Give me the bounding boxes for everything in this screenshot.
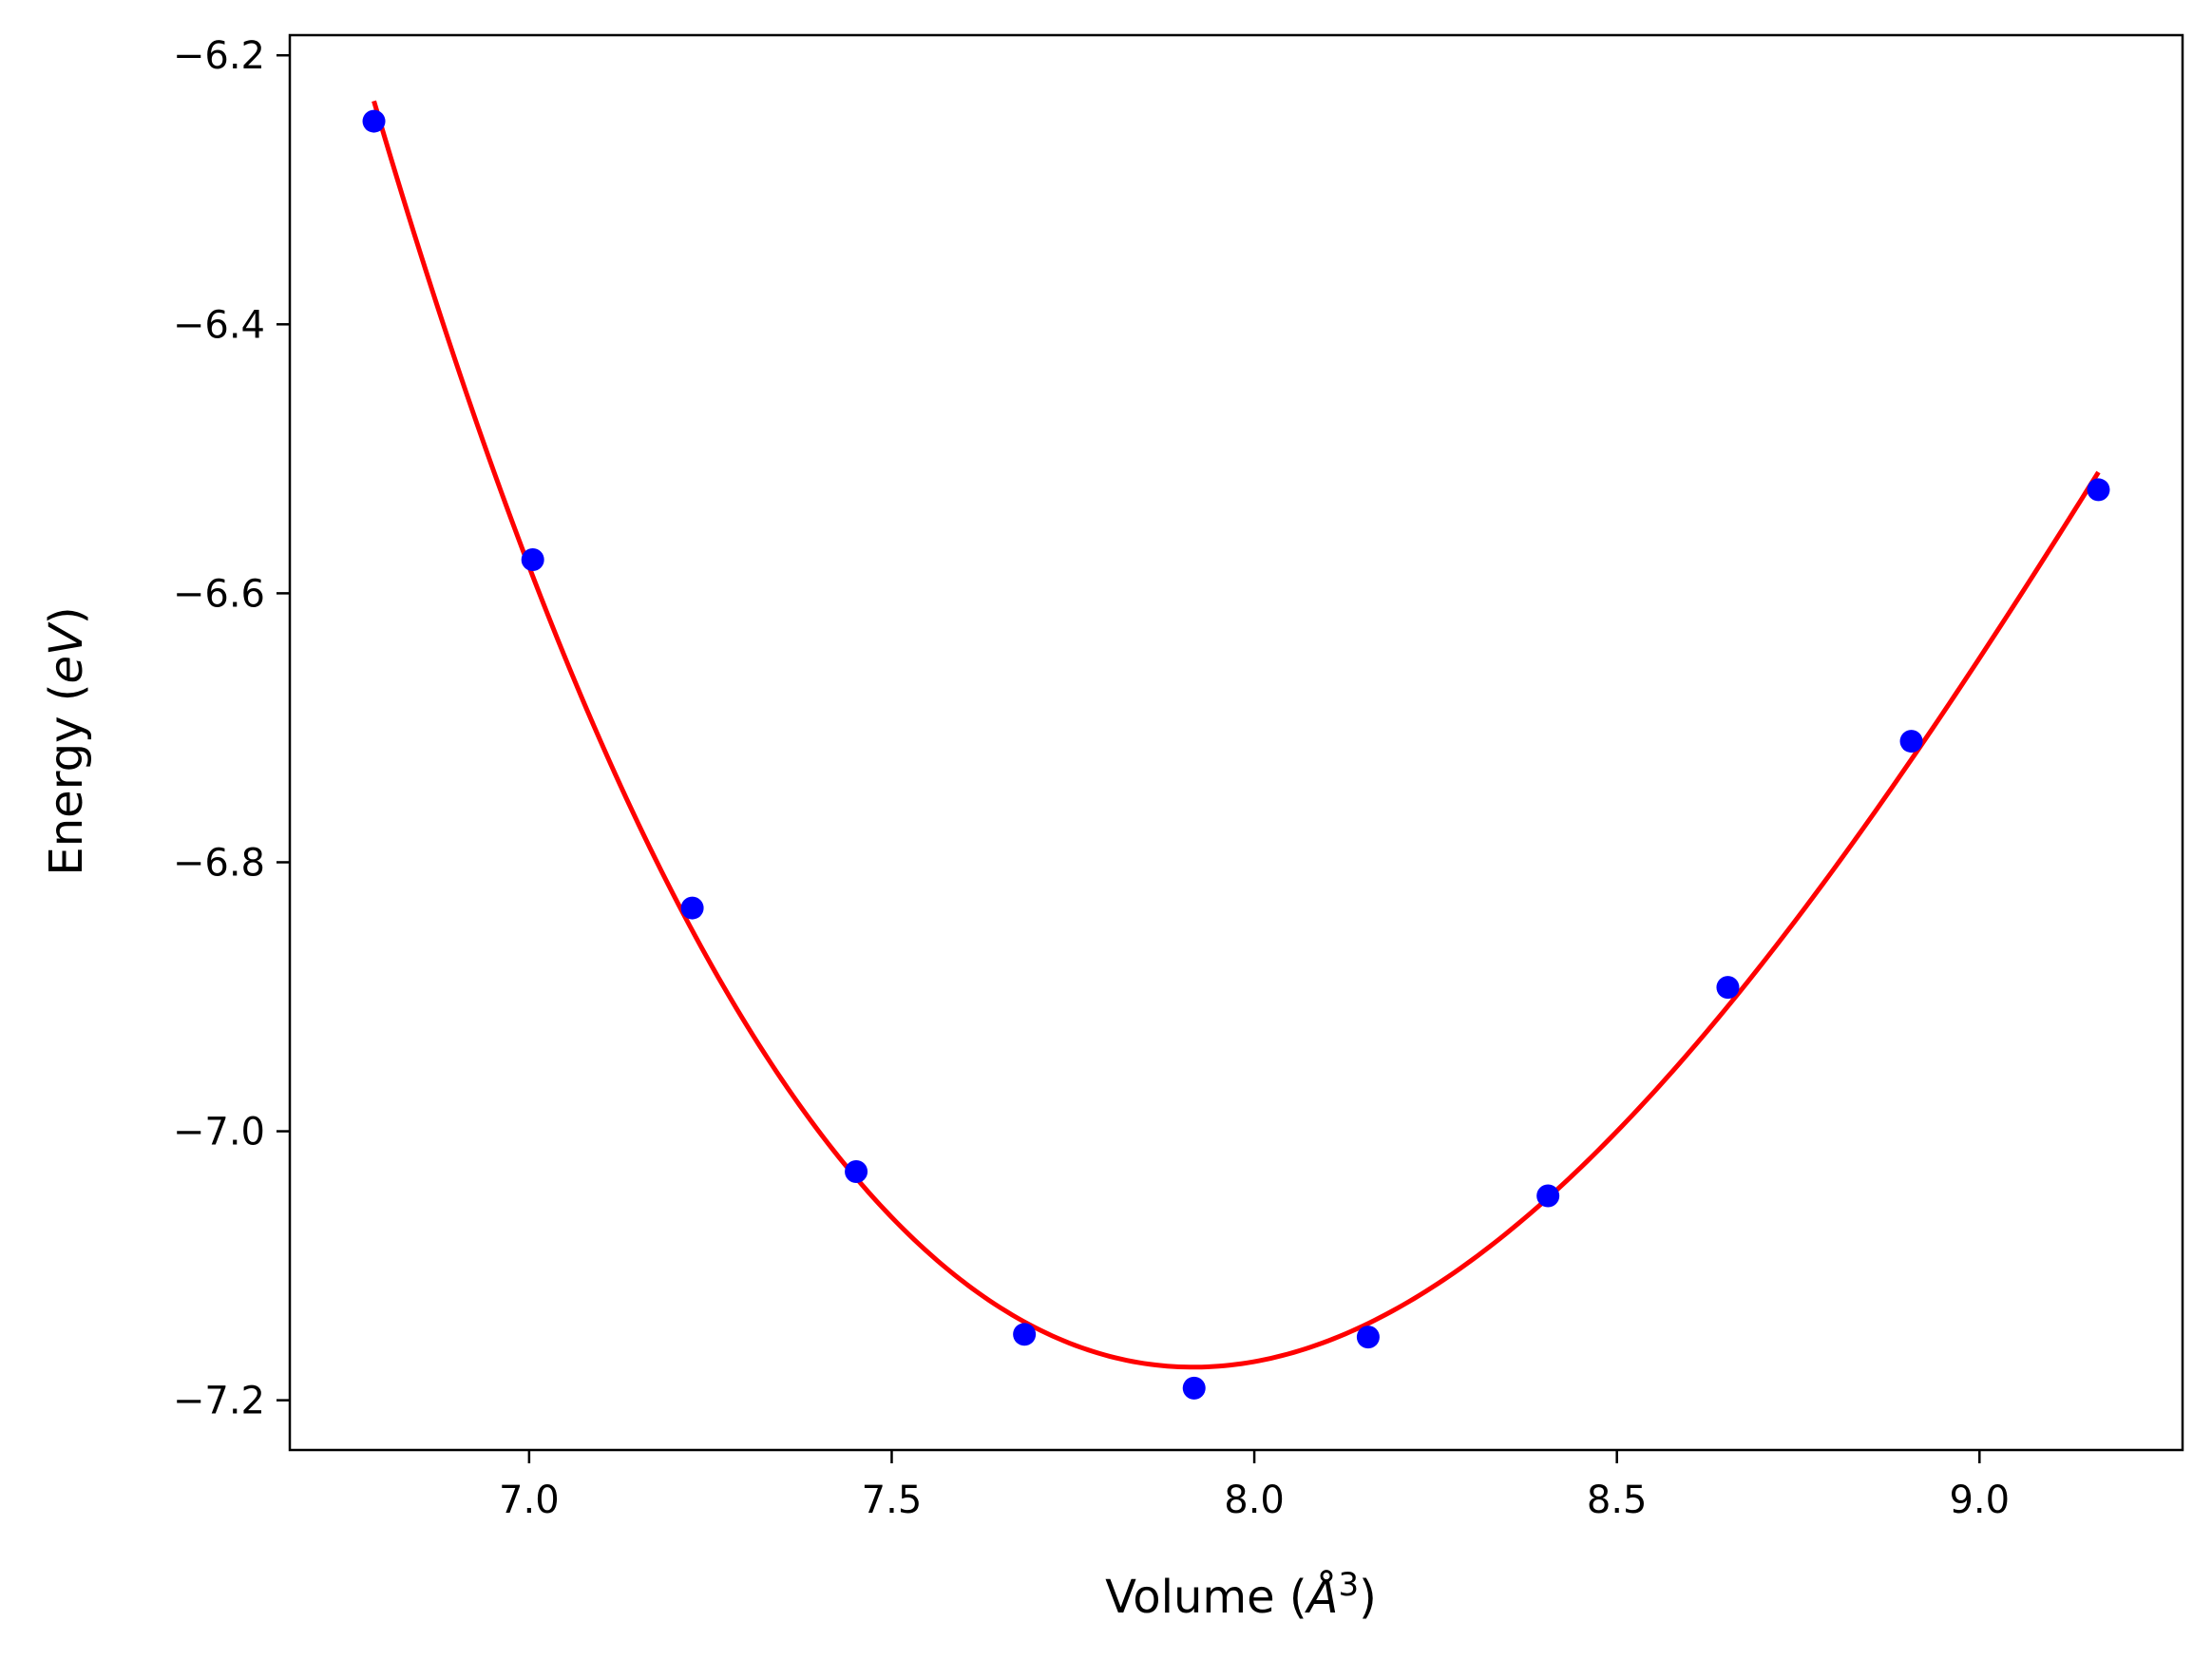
data-point: [362, 109, 386, 133]
x-tick-label: 7.5: [862, 1479, 923, 1522]
plot-area: [362, 100, 2110, 1400]
data-point: [1356, 1326, 1380, 1349]
x-tick-label: 8.5: [1587, 1479, 1648, 1522]
x-tick-label: 7.0: [499, 1479, 560, 1522]
y-tick-label: −6.8: [173, 841, 265, 885]
y-tick-label: −6.4: [173, 303, 265, 347]
data-point: [845, 1160, 868, 1184]
data-point: [1716, 976, 1740, 1000]
y-axis-ticks: −6.2 −6.4 −6.6 −6.8 −7.0 −7.2: [173, 34, 290, 1423]
y-tick-label: −7.2: [173, 1380, 265, 1423]
data-point: [1536, 1184, 1560, 1208]
data-point: [1899, 730, 1923, 754]
data-point: [1013, 1323, 1037, 1346]
x-axis-label: Volume (Å3): [1105, 1566, 1377, 1624]
data-point: [1182, 1376, 1206, 1400]
x-axis-ticks: 7.0 7.5 8.0 8.5 9.0: [499, 1450, 2010, 1522]
data-point: [521, 548, 544, 572]
fit-curve: [372, 100, 2101, 1370]
y-tick-label: −7.0: [173, 1111, 265, 1154]
x-tick-label: 8.0: [1224, 1479, 1285, 1522]
y-axis-label: Energy (eV): [40, 606, 93, 875]
data-point: [680, 896, 704, 920]
axes-frame: [288, 33, 2184, 1452]
y-tick-label: −6.6: [173, 572, 265, 616]
data-point: [2087, 478, 2110, 502]
x-tick-label: 9.0: [1949, 1479, 2010, 1522]
data-points: [362, 109, 2110, 1400]
y-tick-label: −6.2: [173, 34, 265, 78]
